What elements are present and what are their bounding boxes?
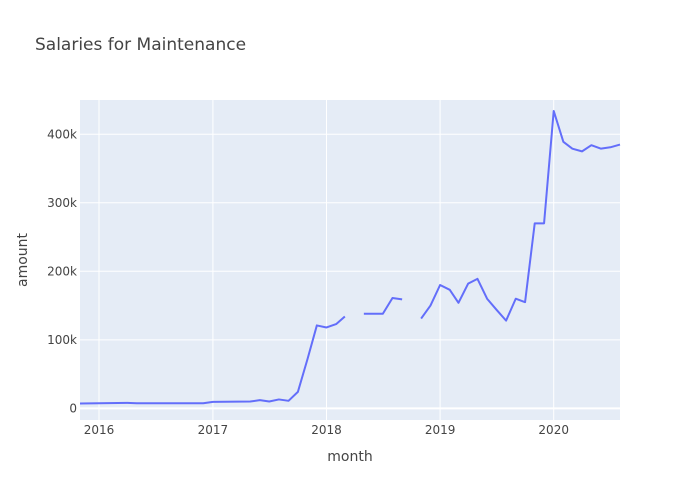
y-gridlines <box>80 133 620 410</box>
x-axis-title: month <box>327 449 372 465</box>
x-tick-label: 2017 <box>198 423 229 437</box>
x-tick-label: 2019 <box>425 423 456 437</box>
x-tick-labels: 2016 2017 2018 2019 2020 <box>84 423 569 437</box>
chart-title: Salaries for Maintenance <box>35 35 246 55</box>
series-layer <box>79 109 621 405</box>
x-tick-label: 2018 <box>311 423 342 437</box>
plot-area <box>80 100 620 420</box>
x-tick-label: 2016 <box>84 423 115 437</box>
y-tick-labels: 0 100k 200k 300k 400k <box>47 127 77 415</box>
x-tick-label: 2020 <box>538 423 569 437</box>
y-tick-label: 100k <box>47 333 77 347</box>
y-tick-label: 400k <box>47 127 77 141</box>
y-tick-label: 0 <box>69 401 77 415</box>
y-tick-label: 200k <box>47 264 77 278</box>
y-tick-label: 300k <box>47 196 77 210</box>
series-line <box>79 109 621 405</box>
x-gridlines <box>98 100 555 420</box>
y-axis-title: amount <box>15 232 31 287</box>
